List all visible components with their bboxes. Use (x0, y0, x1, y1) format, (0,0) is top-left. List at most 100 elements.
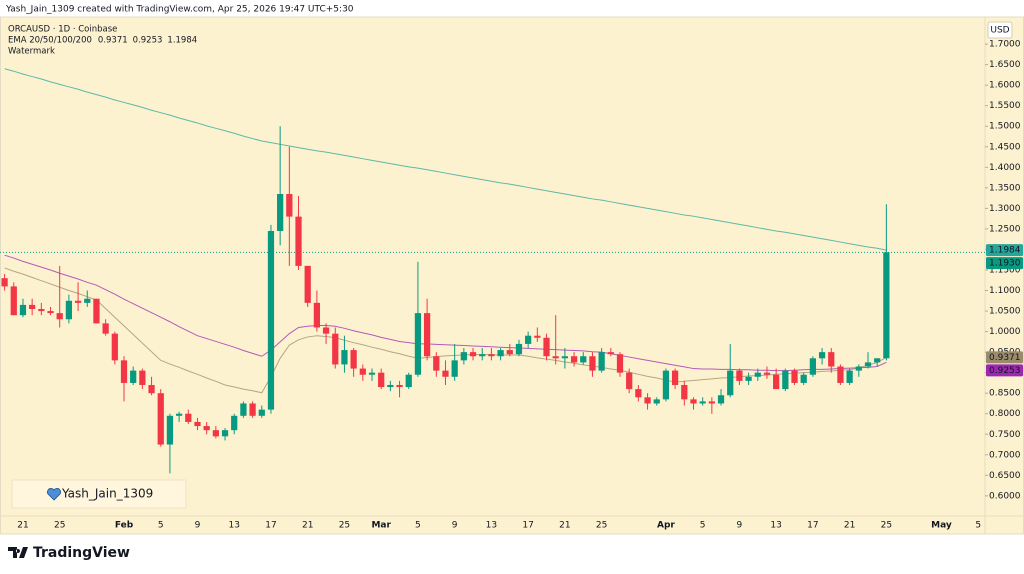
x-tick-label: 25 (339, 521, 350, 531)
candle-body (791, 370, 798, 383)
legend: ORCAUSD · 1D · Coinbase EMA 20/50/100/20… (8, 25, 117, 57)
candle-body (828, 352, 835, 367)
candle-body (460, 352, 467, 361)
candle-body (258, 409, 265, 416)
ema-line (4, 68, 887, 251)
candle-body (690, 399, 697, 404)
candle-body (708, 401, 715, 404)
y-tick-label: 1.6500 (989, 60, 1021, 70)
candle-body (727, 370, 734, 396)
candle-body (304, 265, 311, 303)
candle-body (616, 354, 624, 373)
legend-value: 0.9371 (98, 36, 128, 46)
candle-body (837, 366, 844, 383)
candle-body (864, 362, 872, 367)
price-tag-label: 0.9253 (989, 366, 1021, 376)
candle-body (102, 323, 109, 334)
candle-body (717, 395, 725, 404)
y-tick-label: 1.1500 (989, 265, 1021, 275)
candle-body (332, 333, 339, 365)
x-tick-label: 17 (807, 521, 818, 531)
x-tick-label: 17 (265, 521, 276, 531)
candle-body (681, 384, 688, 400)
indicator-label: EMA 20/50/100/200 (8, 36, 92, 46)
candle-body (231, 415, 238, 431)
y-tick-label: 0.7000 (989, 450, 1021, 460)
candle-body (29, 304, 36, 310)
price-tag (986, 244, 1023, 257)
candle-body (378, 372, 385, 388)
candle-body (488, 354, 495, 357)
y-tick-label: 1.0000 (989, 327, 1021, 337)
candle-body (598, 352, 605, 371)
candle-body (212, 430, 219, 437)
candle-body (175, 413, 183, 416)
candle-body (506, 350, 513, 355)
y-tick-label: 1.2500 (989, 224, 1021, 234)
candle-body (570, 356, 578, 363)
candle-body (809, 358, 817, 375)
candle-body (515, 343, 523, 355)
candle-body (534, 335, 541, 338)
candle-body (19, 304, 27, 316)
candle-body (56, 313, 63, 320)
brand-logo: TradingView (8, 545, 130, 561)
y-tick-label: 1.3000 (989, 204, 1021, 214)
candle-body (800, 374, 807, 383)
candle-body (671, 370, 679, 385)
candle-body (433, 356, 440, 371)
x-tick-label: 21 (17, 521, 28, 531)
candle-body (405, 374, 412, 388)
candle-body (286, 194, 293, 217)
candle-body (479, 354, 486, 357)
brand-name: TradingView (33, 545, 130, 561)
currency-box[interactable] (987, 21, 1013, 39)
candle-body (653, 399, 660, 404)
y-tick-label: 1.6000 (989, 81, 1021, 91)
candle-body (782, 370, 789, 390)
candle-body (139, 370, 146, 385)
price-tag-label: 0.9371 (989, 353, 1021, 363)
x-tick-label: 9 (452, 521, 458, 531)
currency-label[interactable]: USD (990, 26, 1009, 36)
candle-body (414, 313, 422, 375)
plot-area (0, 68, 985, 474)
y-tick-label: 1.0500 (989, 307, 1021, 317)
candle-body (543, 337, 550, 357)
watermark-box (11, 479, 187, 509)
price-tag (986, 351, 1023, 364)
candle-body (469, 352, 477, 357)
candle-body (635, 389, 642, 398)
candle-body (883, 252, 890, 359)
price-tag (986, 257, 1023, 270)
x-tick-label: 5 (975, 521, 981, 531)
y-tick-label: 0.6000 (989, 491, 1021, 501)
logo-icon (8, 547, 28, 558)
candle-body (626, 372, 633, 390)
candle-body (322, 327, 330, 334)
y-tick-label: 1.7000 (989, 40, 1021, 50)
x-tick-label: 13 (486, 521, 497, 531)
x-tick-label: 21 (302, 521, 313, 531)
x-tick-label: 21 (559, 521, 570, 531)
candle-body (396, 384, 403, 388)
candle-body (148, 384, 155, 394)
y-tick-label: 1.4000 (989, 163, 1021, 173)
candle-body (589, 356, 596, 371)
candle-body (387, 384, 394, 388)
candle-body (267, 230, 275, 410)
x-tick-label: May (931, 521, 952, 531)
x-tick-label: 13 (228, 521, 239, 531)
candle-body (277, 194, 284, 231)
candle-body (1, 278, 8, 287)
price-tag-label: 1.1984 (989, 246, 1021, 256)
candle-body (359, 368, 366, 375)
credit-line: Yash_Jain_1309 created with TradingView.… (5, 5, 354, 15)
symbol-label: ORCAUSD · 1D · Coinbase (8, 25, 117, 35)
candle-body (350, 350, 357, 369)
candle-body (84, 298, 91, 303)
candle-body (221, 430, 229, 437)
x-tick-label: 5 (158, 521, 164, 531)
candle-body (74, 300, 82, 303)
